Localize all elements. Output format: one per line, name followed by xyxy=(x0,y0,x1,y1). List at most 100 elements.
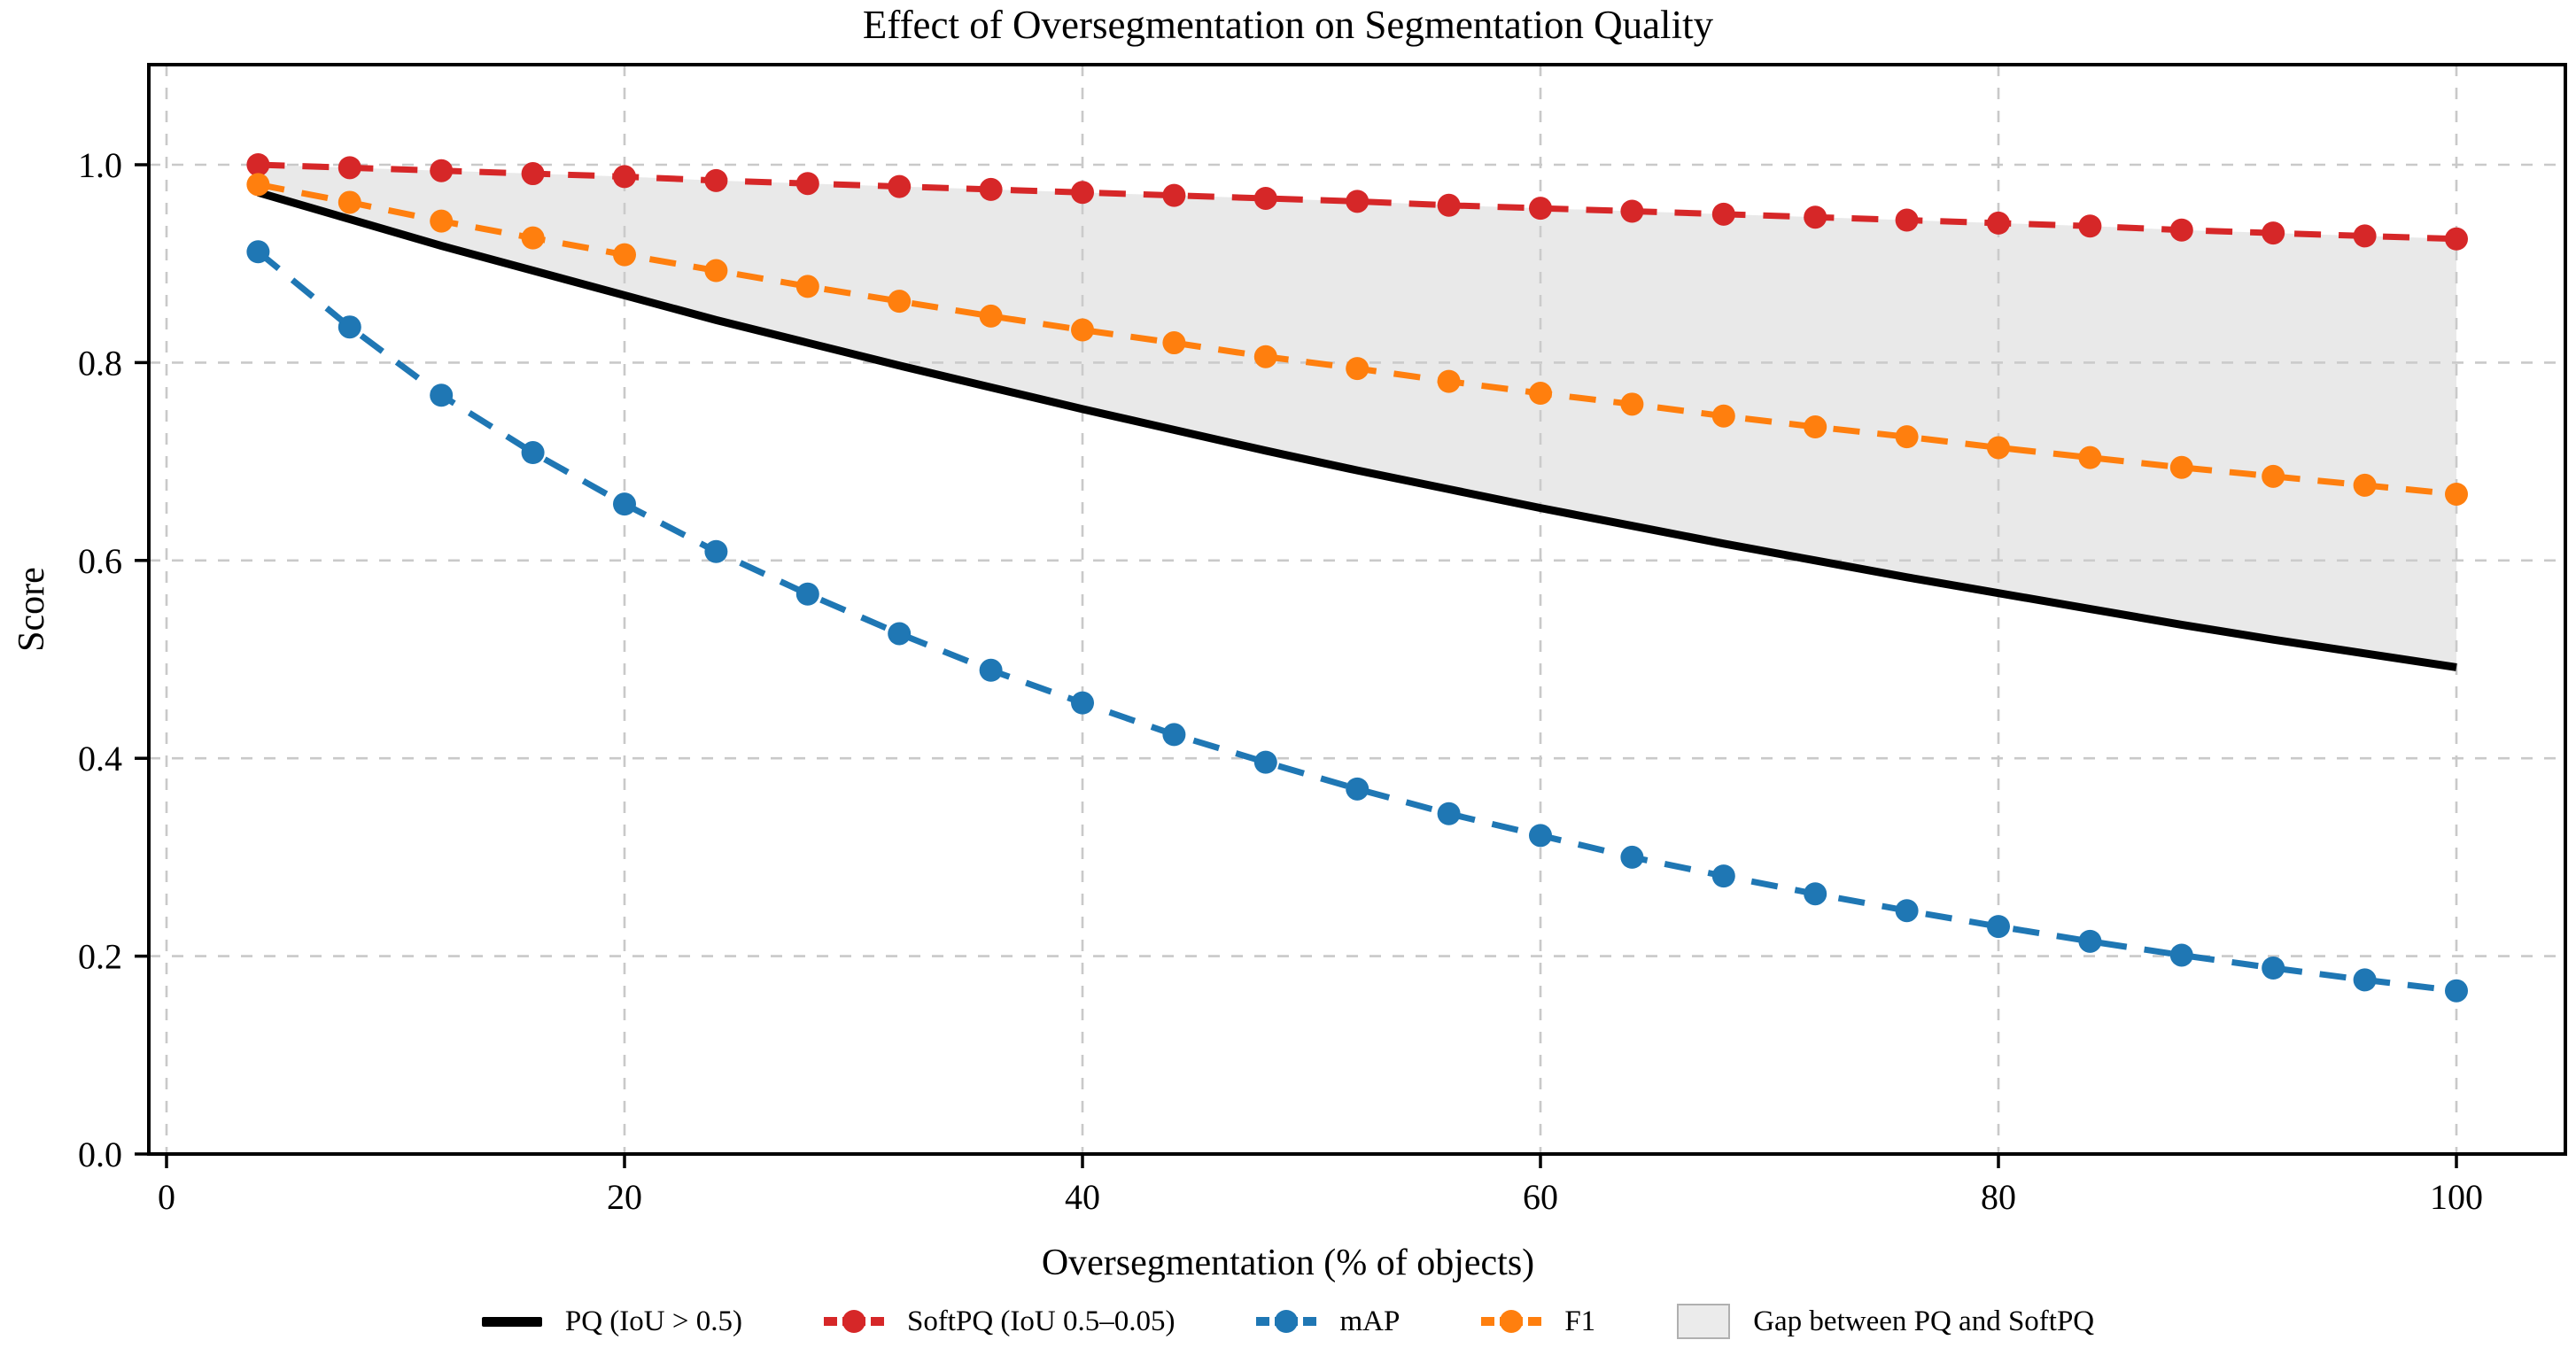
data-point xyxy=(613,243,636,267)
legend-line-marker-swatch xyxy=(823,1310,884,1333)
legend-patch-swatch xyxy=(1677,1304,1731,1339)
x-axis-label: Oversegmentation (% of objects) xyxy=(1041,1243,1535,1283)
data-point xyxy=(1437,193,1461,217)
data-point xyxy=(979,177,1003,201)
data-point xyxy=(246,173,270,197)
chart-title: Effect of Oversegmentation on Segmentati… xyxy=(862,3,1714,47)
data-point xyxy=(430,159,454,182)
data-point xyxy=(1071,181,1094,205)
x-tick-label: 60 xyxy=(1523,1177,1558,1217)
data-point xyxy=(430,383,454,407)
data-point xyxy=(1987,436,2010,460)
data-point xyxy=(338,156,361,180)
y-tick-label: 0.2 xyxy=(78,937,122,977)
data-point xyxy=(1987,915,2010,939)
data-point xyxy=(246,240,270,264)
data-point xyxy=(2262,464,2285,488)
data-point xyxy=(704,539,728,563)
legend-line-marker-swatch xyxy=(1481,1310,1542,1333)
data-point xyxy=(2169,455,2193,479)
data-point xyxy=(1529,382,1552,406)
data-point xyxy=(1711,404,1735,428)
series-line xyxy=(257,188,2457,671)
y-tick-label: 0.6 xyxy=(78,541,122,581)
data-point xyxy=(1253,750,1277,774)
data-point xyxy=(2078,929,2102,953)
legend-item: Gap between PQ and SoftPQ xyxy=(1677,1304,2094,1339)
legend-item: PQ (IoU > 0.5) xyxy=(481,1305,742,1338)
legend-marker-dot xyxy=(1275,1310,1299,1333)
data-point xyxy=(795,172,819,196)
y-axis-label: Score xyxy=(12,567,52,652)
x-tick-label: 80 xyxy=(1981,1177,2016,1217)
data-point xyxy=(2445,227,2468,251)
data-point xyxy=(1162,183,1186,207)
x-tick-label: 100 xyxy=(2430,1177,2483,1217)
data-point xyxy=(1711,202,1735,226)
legend-line-swatch xyxy=(481,1316,542,1327)
data-point xyxy=(521,162,545,186)
data-point xyxy=(1711,864,1735,888)
data-point xyxy=(888,290,912,314)
data-point xyxy=(2078,214,2102,238)
data-point xyxy=(2353,968,2377,992)
data-point xyxy=(1346,357,1369,381)
data-point xyxy=(1162,723,1186,747)
data-point xyxy=(1804,415,1827,439)
x-tick-label: 0 xyxy=(158,1177,175,1217)
data-point xyxy=(1346,190,1369,213)
data-point xyxy=(1895,899,1919,923)
y-tick-label: 0.8 xyxy=(78,343,122,383)
data-point xyxy=(1529,197,1552,221)
legend-line-marker-swatch xyxy=(1256,1310,1317,1333)
data-point xyxy=(795,582,819,606)
gap-fill-region xyxy=(258,165,2457,668)
data-point xyxy=(2353,224,2377,248)
x-tick-label: 40 xyxy=(1065,1177,1100,1217)
data-point xyxy=(338,190,361,214)
legend-marker-dot xyxy=(842,1310,865,1333)
plot-border xyxy=(147,63,2567,1156)
y-tick-label: 1.0 xyxy=(78,145,122,185)
data-point xyxy=(1804,882,1827,906)
data-point xyxy=(2262,957,2285,980)
y-tick-label: 0.4 xyxy=(78,739,122,778)
legend-label: SoftPQ (IoU 0.5–0.05) xyxy=(906,1305,1175,1337)
legend-label: Gap between PQ and SoftPQ xyxy=(1753,1305,2095,1337)
data-point xyxy=(2169,943,2193,967)
data-point xyxy=(1987,211,2010,235)
legend-item: SoftPQ (IoU 0.5–0.05) xyxy=(823,1305,1175,1338)
data-point xyxy=(1620,845,1644,869)
data-point xyxy=(1620,199,1644,223)
legend-label: mAP xyxy=(1339,1305,1401,1337)
data-point xyxy=(1437,802,1461,825)
data-point xyxy=(795,275,819,298)
data-point xyxy=(1437,369,1461,393)
data-point xyxy=(2262,221,2285,245)
data-point xyxy=(1620,392,1644,416)
legend-marker-dot xyxy=(1500,1310,1524,1333)
data-point xyxy=(704,259,728,283)
legend-item: F1 xyxy=(1481,1305,1595,1338)
data-point xyxy=(338,315,361,339)
data-point xyxy=(246,153,270,176)
data-point xyxy=(1071,318,1094,342)
data-point xyxy=(521,226,545,250)
data-point xyxy=(613,492,636,516)
data-point xyxy=(1253,345,1277,368)
data-point xyxy=(1071,691,1094,715)
data-point xyxy=(1529,824,1552,848)
x-tick-label: 20 xyxy=(607,1177,642,1217)
data-point xyxy=(1162,331,1186,355)
data-point xyxy=(979,658,1003,682)
y-tick-label: 0.0 xyxy=(78,1135,122,1174)
data-point xyxy=(888,622,912,646)
data-point xyxy=(1804,205,1827,229)
data-point xyxy=(1253,186,1277,210)
data-point xyxy=(2169,218,2193,242)
data-point xyxy=(2078,445,2102,469)
data-point xyxy=(2353,473,2377,497)
data-point xyxy=(613,165,636,189)
legend-item: mAP xyxy=(1256,1305,1400,1338)
